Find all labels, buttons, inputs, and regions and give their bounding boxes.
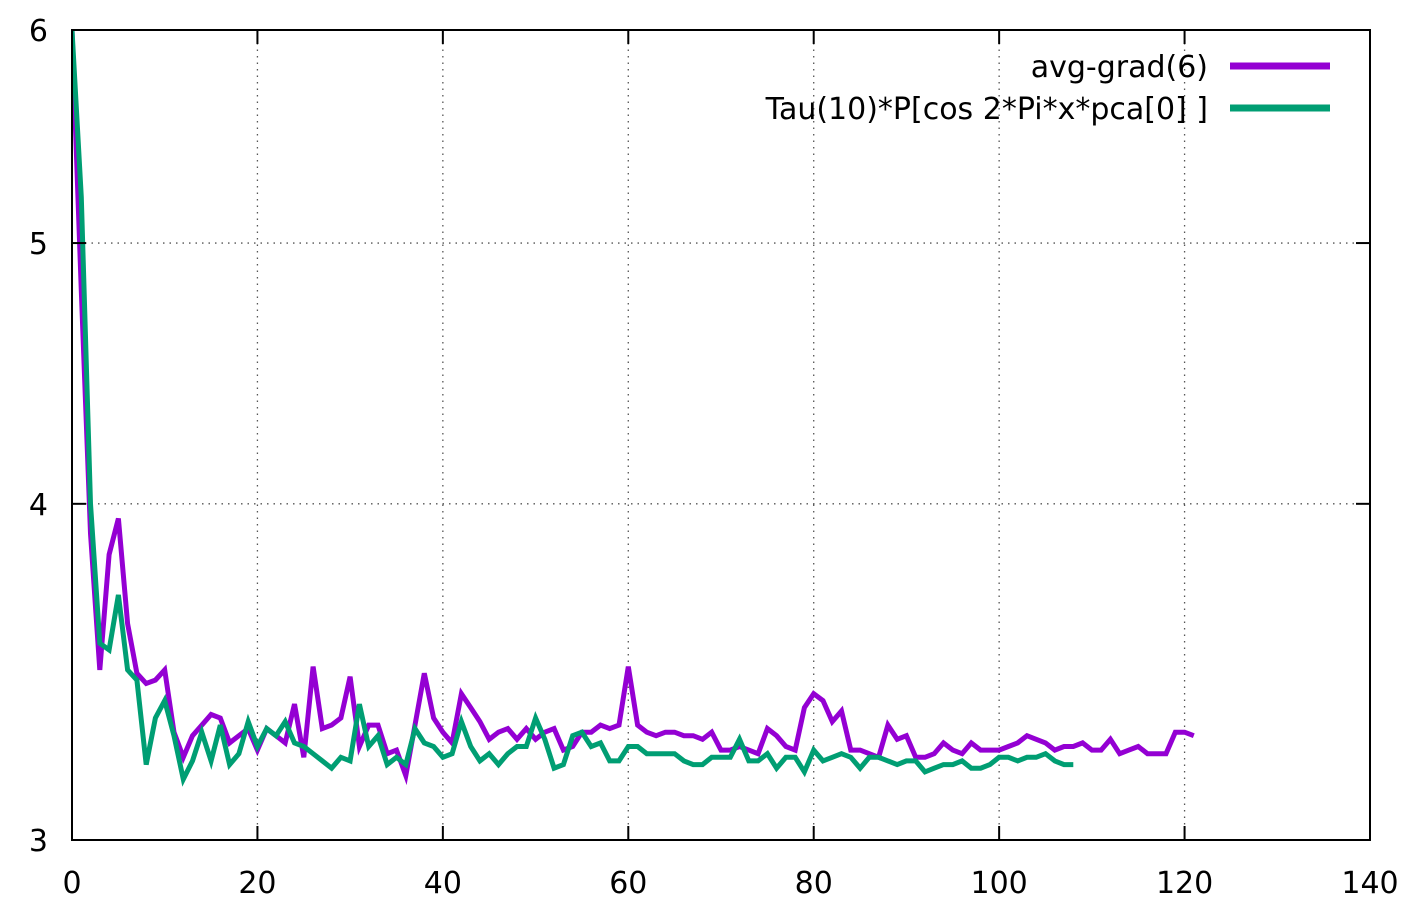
x-tick-label: 40 (424, 866, 462, 901)
x-tick-label: 20 (238, 866, 276, 901)
x-tick-label: 80 (795, 866, 833, 901)
y-tick-label: 6 (29, 14, 48, 49)
legend-label-2: Tau(10)*P[cos 2*Pi*x*pca[0] ] (765, 92, 1208, 127)
x-tick-label: 140 (1341, 866, 1398, 901)
y-tick-label: 4 (29, 488, 48, 523)
x-tick-label: 100 (971, 866, 1028, 901)
legend-label-1: avg-grad(6) (1031, 50, 1208, 85)
axis-ticks (71, 29, 1371, 841)
series-line-2 (72, 30, 1074, 787)
x-tick-label: 0 (62, 866, 81, 901)
grid-lines (72, 30, 1370, 840)
plot-frame (71, 29, 1371, 841)
series-layer (72, 30, 1195, 787)
x-tick-label: 120 (1156, 866, 1213, 901)
legend: avg-grad(6) Tau(10)*P[cos 2*Pi*x*pca[0] ] (765, 50, 1330, 127)
series-line-1 (72, 30, 1195, 786)
y-tick-label: 3 (29, 824, 48, 859)
x-tick-label: 60 (609, 866, 647, 901)
y-tick-label: 5 (29, 227, 48, 262)
tick-labels: 0 20 40 60 80 100 120 140 3 4 5 6 (29, 14, 1399, 901)
